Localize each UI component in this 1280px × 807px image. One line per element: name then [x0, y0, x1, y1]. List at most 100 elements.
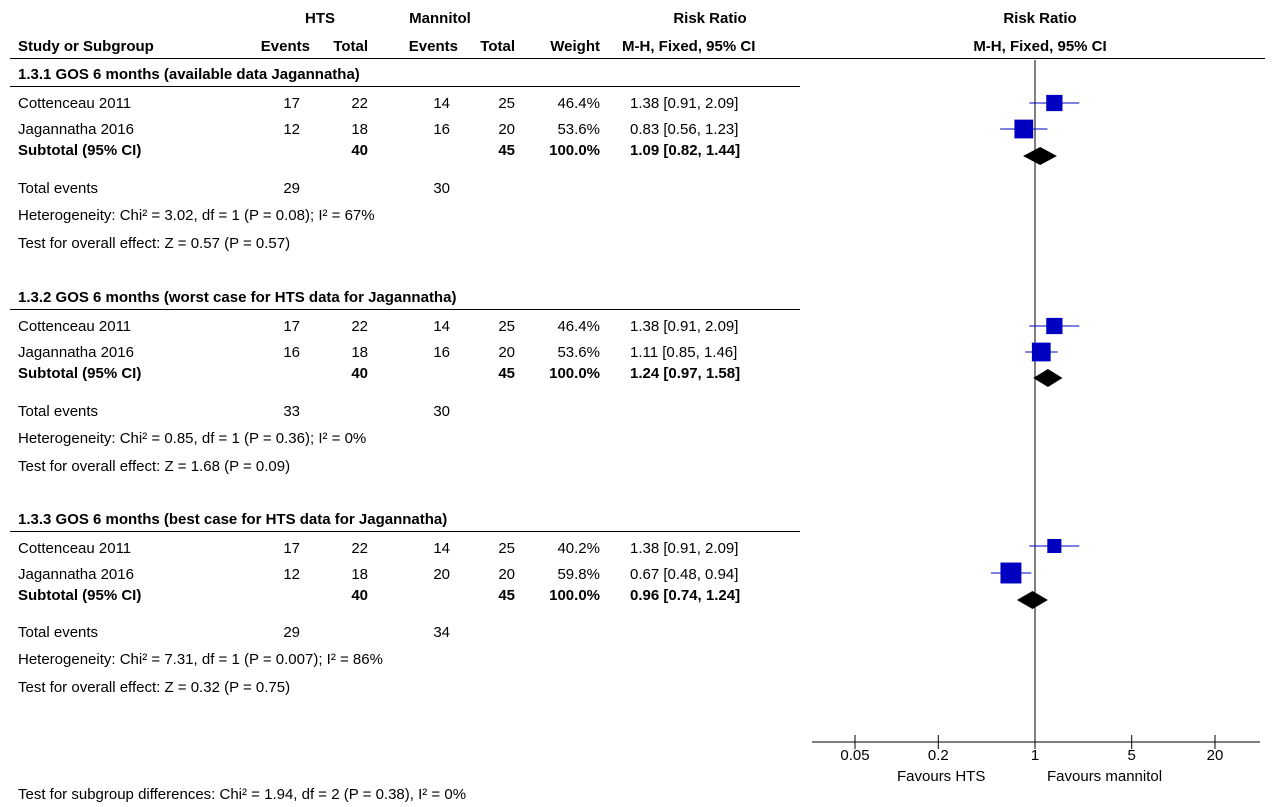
- weight: 46.4%: [557, 318, 600, 335]
- header-weight: Weight: [550, 38, 600, 55]
- weight: 53.6%: [557, 344, 600, 361]
- total-mannitol: 25: [498, 540, 515, 557]
- study-name: Cottenceau 2011: [18, 95, 132, 112]
- x-tick-label: 0.05: [840, 747, 869, 764]
- subtotal-label: Subtotal (95% CI): [18, 587, 142, 604]
- weight: 46.4%: [557, 95, 600, 112]
- total-events-hts: 29: [283, 624, 300, 641]
- study-name: Cottenceau 2011: [18, 318, 132, 335]
- favours-mannitol-label: Favours mannitol: [1047, 768, 1163, 785]
- study-name: Jagannatha 2016: [18, 121, 134, 138]
- subtotal-diamond: [1016, 591, 1048, 609]
- total-mannitol: 25: [498, 318, 515, 335]
- header-method: M-H, Fixed, 95% CI: [622, 38, 756, 55]
- events-hts: 12: [283, 566, 300, 583]
- header-risk-ratio: Risk Ratio: [673, 10, 747, 27]
- subtotal-diamond: [1023, 147, 1057, 165]
- study-name: Jagannatha 2016: [18, 344, 134, 361]
- header-mannitol: Mannitol: [409, 10, 471, 27]
- subgroup-title: 1.3.1 GOS 6 months (available data Jagan…: [18, 66, 360, 83]
- subgroup-rule: [10, 86, 800, 87]
- x-tick-label: 5: [1128, 747, 1136, 764]
- total-events-hts: 33: [283, 403, 300, 420]
- overall-effect: Test for overall effect: Z = 1.68 (P = 0…: [18, 458, 291, 475]
- events-hts: 17: [283, 540, 300, 557]
- study-marker: [1000, 562, 1022, 584]
- study-name: Jagannatha 2016: [18, 566, 134, 583]
- study-marker: [1046, 317, 1063, 335]
- events-mannitol: 16: [433, 121, 450, 138]
- total-events-mannitol: 34: [433, 624, 450, 641]
- study-marker: [1047, 538, 1062, 554]
- heterogeneity: Heterogeneity: Chi² = 7.31, df = 1 (P = …: [18, 651, 383, 668]
- weight: 40.2%: [557, 540, 600, 557]
- header-plot-title: Risk Ratio: [1003, 10, 1077, 27]
- header-total-hts: Total: [333, 38, 368, 55]
- subgroup-title: 1.3.2 GOS 6 months (worst case for HTS d…: [18, 289, 457, 306]
- overall-effect: Test for overall effect: Z = 0.57 (P = 0…: [18, 235, 291, 252]
- header-rule: [10, 58, 1265, 59]
- total-events-label: Total events: [18, 403, 99, 420]
- subtotal-total-mannitol: 45: [498, 142, 515, 159]
- header-total-mannitol: Total: [480, 38, 515, 55]
- total-events-label: Total events: [18, 624, 99, 641]
- subtotal-total-hts: 40: [351, 142, 368, 159]
- risk-ratio-ci: 1.38 [0.91, 2.09]: [630, 318, 739, 335]
- total-events-hts: 29: [283, 180, 300, 197]
- x-tick-label: 0.2: [928, 747, 949, 764]
- events-mannitol: 20: [433, 566, 450, 583]
- heterogeneity: Heterogeneity: Chi² = 3.02, df = 1 (P = …: [18, 207, 375, 224]
- subtotal-label: Subtotal (95% CI): [18, 142, 142, 159]
- risk-ratio-ci: 0.67 [0.48, 0.94]: [630, 566, 739, 583]
- weight: 53.6%: [557, 121, 600, 138]
- subtotal-diamond: [1033, 369, 1063, 387]
- total-hts: 18: [351, 344, 368, 361]
- subtotal-total-hts: 40: [351, 587, 368, 604]
- total-mannitol: 20: [498, 566, 515, 583]
- subtotal-weight: 100.0%: [549, 587, 600, 604]
- subtotal-total-mannitol: 45: [498, 587, 515, 604]
- heterogeneity: Heterogeneity: Chi² = 0.85, df = 1 (P = …: [18, 430, 367, 447]
- subgroup-rule: [10, 531, 800, 532]
- subgroup-rule: [10, 309, 800, 310]
- total-mannitol: 25: [498, 95, 515, 112]
- events-mannitol: 14: [433, 318, 450, 335]
- risk-ratio-ci: 1.38 [0.91, 2.09]: [630, 540, 739, 557]
- events-mannitol: 16: [433, 344, 450, 361]
- events-hts: 17: [283, 318, 300, 335]
- subgroup-differences-test: Test for subgroup differences: Chi² = 1.…: [18, 786, 467, 803]
- overall-effect: Test for overall effect: Z = 0.32 (P = 0…: [18, 679, 291, 696]
- subtotal-label: Subtotal (95% CI): [18, 365, 142, 382]
- total-hts: 22: [351, 95, 368, 112]
- events-mannitol: 14: [433, 95, 450, 112]
- total-hts: 22: [351, 318, 368, 335]
- subtotal-weight: 100.0%: [549, 142, 600, 159]
- subtotal-ci: 1.24 [0.97, 1.58]: [630, 365, 741, 382]
- subtotal-ci: 1.09 [0.82, 1.44]: [630, 142, 741, 159]
- total-events-mannitol: 30: [433, 180, 450, 197]
- events-hts: 17: [283, 95, 300, 112]
- study-marker: [1031, 342, 1051, 362]
- study-marker: [1014, 119, 1034, 139]
- total-mannitol: 20: [498, 121, 515, 138]
- events-mannitol: 14: [433, 540, 450, 557]
- subtotal-weight: 100.0%: [549, 365, 600, 382]
- x-tick-label: 20: [1207, 747, 1224, 764]
- subgroup-title: 1.3.3 GOS 6 months (best case for HTS da…: [18, 511, 448, 528]
- risk-ratio-ci: 0.83 [0.56, 1.23]: [630, 121, 739, 138]
- total-hts: 18: [351, 121, 368, 138]
- header-study: Study or Subgroup: [18, 38, 154, 55]
- total-hts: 22: [351, 540, 368, 557]
- favours-hts-label: Favours HTS: [897, 768, 986, 785]
- risk-ratio-ci: 1.11 [0.85, 1.46]: [630, 344, 738, 361]
- subtotal-total-mannitol: 45: [498, 365, 515, 382]
- header-hts: HTS: [305, 10, 335, 27]
- x-tick-label: 1: [1031, 747, 1039, 764]
- header-events-hts: Events: [260, 38, 310, 55]
- total-mannitol: 20: [498, 344, 515, 361]
- total-hts: 18: [351, 566, 368, 583]
- header-plot-method: M-H, Fixed, 95% CI: [973, 38, 1107, 55]
- total-events-label: Total events: [18, 180, 99, 197]
- weight: 59.8%: [557, 566, 600, 583]
